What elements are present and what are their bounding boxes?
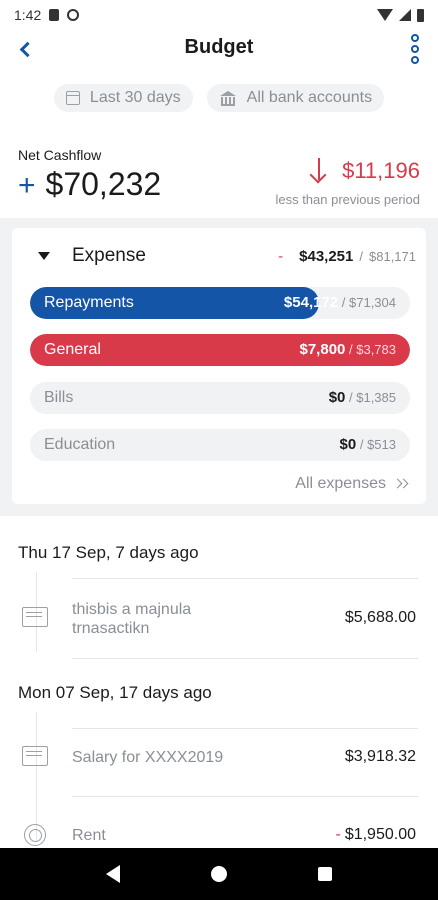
cashflow-change-caption: less than previous period <box>275 192 420 207</box>
app-bar: Budget <box>0 30 438 70</box>
transaction-description: Rent <box>72 827 106 844</box>
category-previous: $513 <box>367 437 396 452</box>
expense-card <box>12 228 426 504</box>
category-separator: / <box>338 295 349 310</box>
expense-sign: - <box>278 247 284 265</box>
category-amounts: $0 / $1,385 <box>329 382 396 414</box>
category-amount: $0 <box>328 389 346 406</box>
category-amounts: $54,172 / $71,304 <box>284 287 396 319</box>
transaction-date-header: Thu 17 Sep, 7 days ago <box>18 543 199 562</box>
more-vertical-icon <box>411 34 419 42</box>
transaction-date-header: Mon 07 Sep, 17 days ago <box>18 683 212 702</box>
transaction-description: thisbis a majnula trnasactikn <box>72 601 192 637</box>
cashflow-change: $11,196 <box>308 158 420 184</box>
category-amounts: $7,800 / $3,783 <box>300 334 397 366</box>
category-label: Repayments <box>44 294 134 311</box>
category-previous: $3,783 <box>356 342 396 357</box>
double-chevron-right-icon <box>394 478 408 490</box>
transaction-amount: $5,688.00 <box>344 609 416 626</box>
nav-back-icon[interactable] <box>105 865 120 883</box>
page-title: Budget <box>184 36 254 58</box>
nav-home-icon[interactable] <box>210 866 227 882</box>
transaction-amount: $3,918.32 <box>344 748 416 765</box>
more-dot <box>411 56 419 64</box>
expense-category-repayments[interactable]: Repayments $54,172 / $71,304 <box>30 287 410 319</box>
row-divider <box>72 796 418 797</box>
expense-totals: - $43,251 / $81,171 <box>278 248 416 265</box>
bank-icon <box>219 91 237 106</box>
expense-title: Expense <box>72 245 146 266</box>
calendar-icon <box>65 91 80 105</box>
transaction-amount-group: - $1,950.00 <box>335 826 416 844</box>
negative-sign: - <box>335 826 341 843</box>
category-amount: $7,800 <box>299 341 346 358</box>
expense-category-bills[interactable]: Bills $0 / $1,385 <box>30 382 410 414</box>
category-label: Bills <box>44 389 74 406</box>
all-expenses-link[interactable]: All expenses <box>295 475 408 493</box>
expense-category-general[interactable]: General $7,800 / $3,783 <box>30 334 410 366</box>
receipt-icon <box>22 607 48 627</box>
expense-header[interactable]: Expense - $43,251 / $81,171 <box>26 243 416 269</box>
net-cashflow-sign: + <box>18 169 36 202</box>
caret-down-icon <box>38 252 50 260</box>
more-dot <box>411 45 419 53</box>
net-cashflow-amount: $70,232 <box>45 166 162 202</box>
category-label: Education <box>44 436 116 453</box>
more-options-button[interactable] <box>406 32 424 66</box>
sync-icon <box>67 9 80 21</box>
net-cashflow-label: Net Cashflow <box>18 147 102 163</box>
net-cashflow-value: + $70,232 <box>18 166 161 203</box>
row-divider <box>72 578 418 579</box>
expense-separator: / <box>359 248 363 264</box>
expense-total: $43,251 <box>299 247 354 265</box>
row-divider <box>72 728 418 729</box>
recurring-icon <box>24 824 46 846</box>
accounts-filter-label: All bank accounts <box>246 89 373 106</box>
expense-category-education[interactable]: Education $0 / $513 <box>30 429 410 461</box>
receipt-icon <box>22 746 48 766</box>
period-filter-chip[interactable]: Last 30 days <box>53 84 193 112</box>
transaction-amount: $1,950.00 <box>344 826 416 843</box>
category-label: General <box>44 341 101 358</box>
category-amounts: $0 / $513 <box>340 429 396 461</box>
category-amount: $54,172 <box>283 294 339 311</box>
status-bar: 1:42 <box>0 0 438 30</box>
transaction-description: Salary for XXXX2019 <box>72 749 224 766</box>
expense-previous: $81,171 <box>369 248 416 264</box>
accounts-filter-chip[interactable]: All bank accounts <box>206 84 385 112</box>
timeline-line <box>36 712 37 842</box>
system-nav-bar <box>0 848 438 900</box>
wifi-icon <box>377 9 393 21</box>
transaction-amount-group: $5,688.00 <box>345 609 416 627</box>
category-separator: / <box>356 437 368 452</box>
category-progress-fill <box>30 287 319 319</box>
nav-recents-icon[interactable] <box>318 867 333 881</box>
category-progress-fill <box>30 334 410 366</box>
category-previous: $1,385 <box>356 390 396 405</box>
category-separator: / <box>345 390 357 405</box>
status-time: 1:42 <box>14 7 42 23</box>
transaction-amount-group: $3,918.32 <box>345 748 416 766</box>
category-amount: $0 <box>339 436 357 453</box>
category-separator: / <box>345 342 357 357</box>
category-previous: $71,304 <box>349 295 396 310</box>
row-divider <box>72 658 418 659</box>
cashflow-change-value: $11,196 <box>342 158 420 183</box>
all-expenses-label: All expenses <box>295 475 386 492</box>
period-filter-label: Last 30 days <box>89 89 181 106</box>
battery-icon <box>417 8 424 22</box>
signal-icon <box>399 9 411 21</box>
arrow-down-icon <box>308 158 330 184</box>
sim-card-icon <box>49 9 60 21</box>
filter-bar: Last 30 days All bank accounts <box>0 84 438 112</box>
